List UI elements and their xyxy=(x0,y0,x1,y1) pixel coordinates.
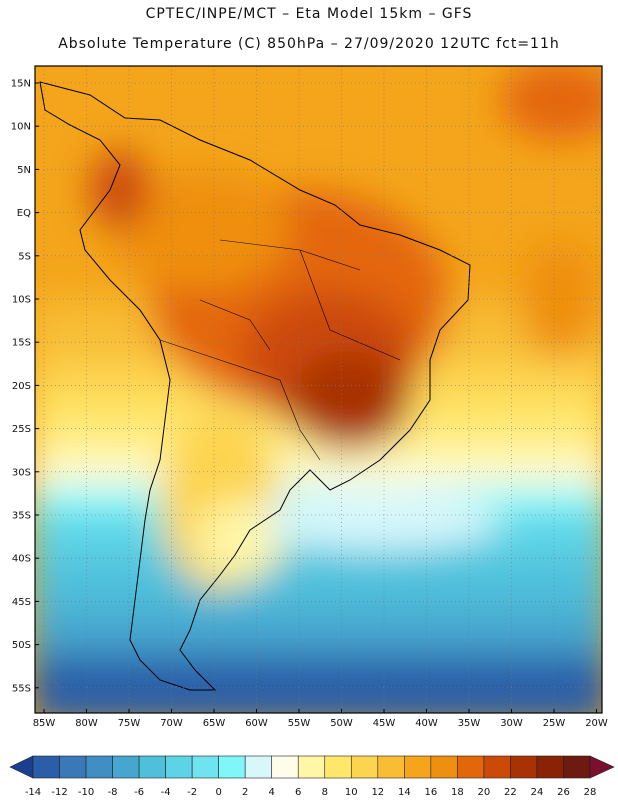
colorbar-swatch xyxy=(430,755,458,779)
colorbar-swatch xyxy=(112,755,140,779)
colorbar-label: 6 xyxy=(295,787,301,798)
lat-tick-label: 45S xyxy=(12,597,31,608)
colorbar-swatch xyxy=(483,755,511,779)
lat-tick-label: 15N xyxy=(11,79,31,90)
lat-tick-label: 5S xyxy=(18,251,31,262)
coastline xyxy=(39,81,471,691)
colorbar-label: -14 xyxy=(25,787,41,798)
colorbar-swatch xyxy=(32,755,60,779)
colorbar-label: 8 xyxy=(322,787,328,798)
colorbar-label: 0 xyxy=(215,787,221,798)
lat-tick-label: 40S xyxy=(12,554,31,565)
colorbar-swatch xyxy=(510,755,538,779)
longitude-labels: 85W 80W 75W 70W 65W 60W 55W 50W 45W 40W 35W 30W 25W 2… xyxy=(33,709,608,729)
colorbar-label: 14 xyxy=(398,787,411,798)
lat-tick-label: 50S xyxy=(12,640,31,651)
colorbar-label: -8 xyxy=(108,787,118,798)
colorbar-swatch xyxy=(59,755,87,779)
colorbar-swatch xyxy=(536,755,564,779)
colorbar-label: 4 xyxy=(269,787,275,798)
lon-tick-label: 30W xyxy=(500,718,523,729)
colorbar-label: 20 xyxy=(478,787,491,798)
colorbar-swatch xyxy=(165,755,193,779)
colorbar-low-arrow xyxy=(9,755,34,779)
colorbar-label: 22 xyxy=(504,787,517,798)
colorbar-label: 18 xyxy=(451,787,464,798)
temperature-field xyxy=(35,66,602,713)
lon-tick-label: 70W xyxy=(160,718,183,729)
colorbar-swatch xyxy=(297,755,326,779)
colorbar-swatch xyxy=(350,755,379,779)
colorbar-labels: -14 -12 -10 -8 -6 -4 -2 0 2 4 6 8 10 12 14 16 18 20 22 24 26… xyxy=(25,787,597,798)
colorbar-label: -4 xyxy=(161,787,171,798)
colorbar-swatch xyxy=(271,755,299,779)
lat-tick-label: 30S xyxy=(12,467,31,478)
colorbar-label: -6 xyxy=(134,787,144,798)
colorbar-swatch xyxy=(324,755,352,779)
lon-tick-label: 55W xyxy=(288,718,311,729)
colorbar-label: 26 xyxy=(557,787,570,798)
lon-tick-label: 40W xyxy=(415,718,438,729)
colorbar-swatch xyxy=(85,755,113,779)
colorbar-swatch xyxy=(244,755,273,779)
lat-tick-label: 10N xyxy=(11,122,31,133)
colorbar-label: 12 xyxy=(371,787,384,798)
grid-lines xyxy=(35,66,602,713)
lon-tick-label: 60W xyxy=(245,718,268,729)
plot-frame xyxy=(34,65,603,714)
colorbar-swatch xyxy=(404,755,432,779)
colorbar-label: 16 xyxy=(424,787,437,798)
colorbar-label: 10 xyxy=(345,787,358,798)
lat-tick-label: 15S xyxy=(12,338,31,349)
latitude-labels: 15N 10N 5N EQ 5S 10S 15S 20S 25S 30S 35S 40S 45S 50S 5… xyxy=(11,79,39,694)
colorbar-swatch xyxy=(563,755,591,779)
lon-tick-label: 85W xyxy=(33,718,56,729)
lon-tick-label: 75W xyxy=(118,718,141,729)
colorbar-swatch xyxy=(138,755,166,779)
colorbar-swatch xyxy=(191,755,219,779)
lat-tick-label: 55S xyxy=(12,683,31,694)
lon-tick-label: 80W xyxy=(75,718,98,729)
map-title-line2: Absolute Temperature (C) 850hPa – 27/09/… xyxy=(58,36,560,52)
colorbar-swatch xyxy=(457,755,485,779)
lat-tick-label: EQ xyxy=(17,208,31,219)
colorbar-swatch xyxy=(218,755,246,779)
colorbar-label: 28 xyxy=(584,787,597,798)
lat-tick-label: 10S xyxy=(12,295,31,306)
lon-tick-label: 35W xyxy=(458,718,481,729)
lat-tick-label: 20S xyxy=(12,381,31,392)
lat-tick-label: 35S xyxy=(12,511,31,522)
lon-tick-label: 50W xyxy=(330,718,353,729)
colorbar-label: -10 xyxy=(78,787,94,798)
colorbar xyxy=(9,755,615,779)
colorbar-label: 2 xyxy=(242,787,248,798)
lon-tick-label: 20W xyxy=(585,718,608,729)
colorbar-label: -2 xyxy=(187,787,197,798)
map-title-line1: CPTEC/INPE/MCT – Eta Model 15km – GFS xyxy=(145,6,473,22)
colorbar-label: 24 xyxy=(531,787,544,798)
colorbar-swatch xyxy=(377,755,405,779)
lat-tick-label: 5N xyxy=(17,165,31,176)
lon-tick-label: 25W xyxy=(543,718,566,729)
lon-tick-label: 65W xyxy=(203,718,226,729)
lon-tick-label: 45W xyxy=(373,718,396,729)
lat-tick-label: 25S xyxy=(12,424,31,435)
colorbar-label: -12 xyxy=(51,787,67,798)
colorbar-high-arrow xyxy=(589,755,615,779)
